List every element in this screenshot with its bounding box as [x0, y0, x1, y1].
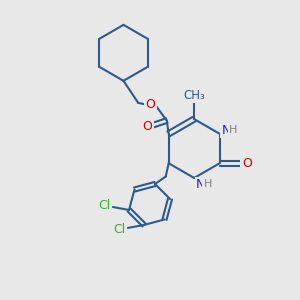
Text: H: H: [204, 179, 212, 190]
Text: CH₃: CH₃: [183, 89, 205, 102]
Text: O: O: [143, 120, 153, 133]
Text: Cl: Cl: [113, 223, 126, 236]
Text: N: N: [196, 178, 205, 191]
Text: Cl: Cl: [98, 199, 111, 212]
Text: H: H: [229, 125, 238, 135]
Text: O: O: [146, 98, 155, 111]
Text: O: O: [242, 157, 252, 170]
Text: N: N: [221, 124, 231, 137]
